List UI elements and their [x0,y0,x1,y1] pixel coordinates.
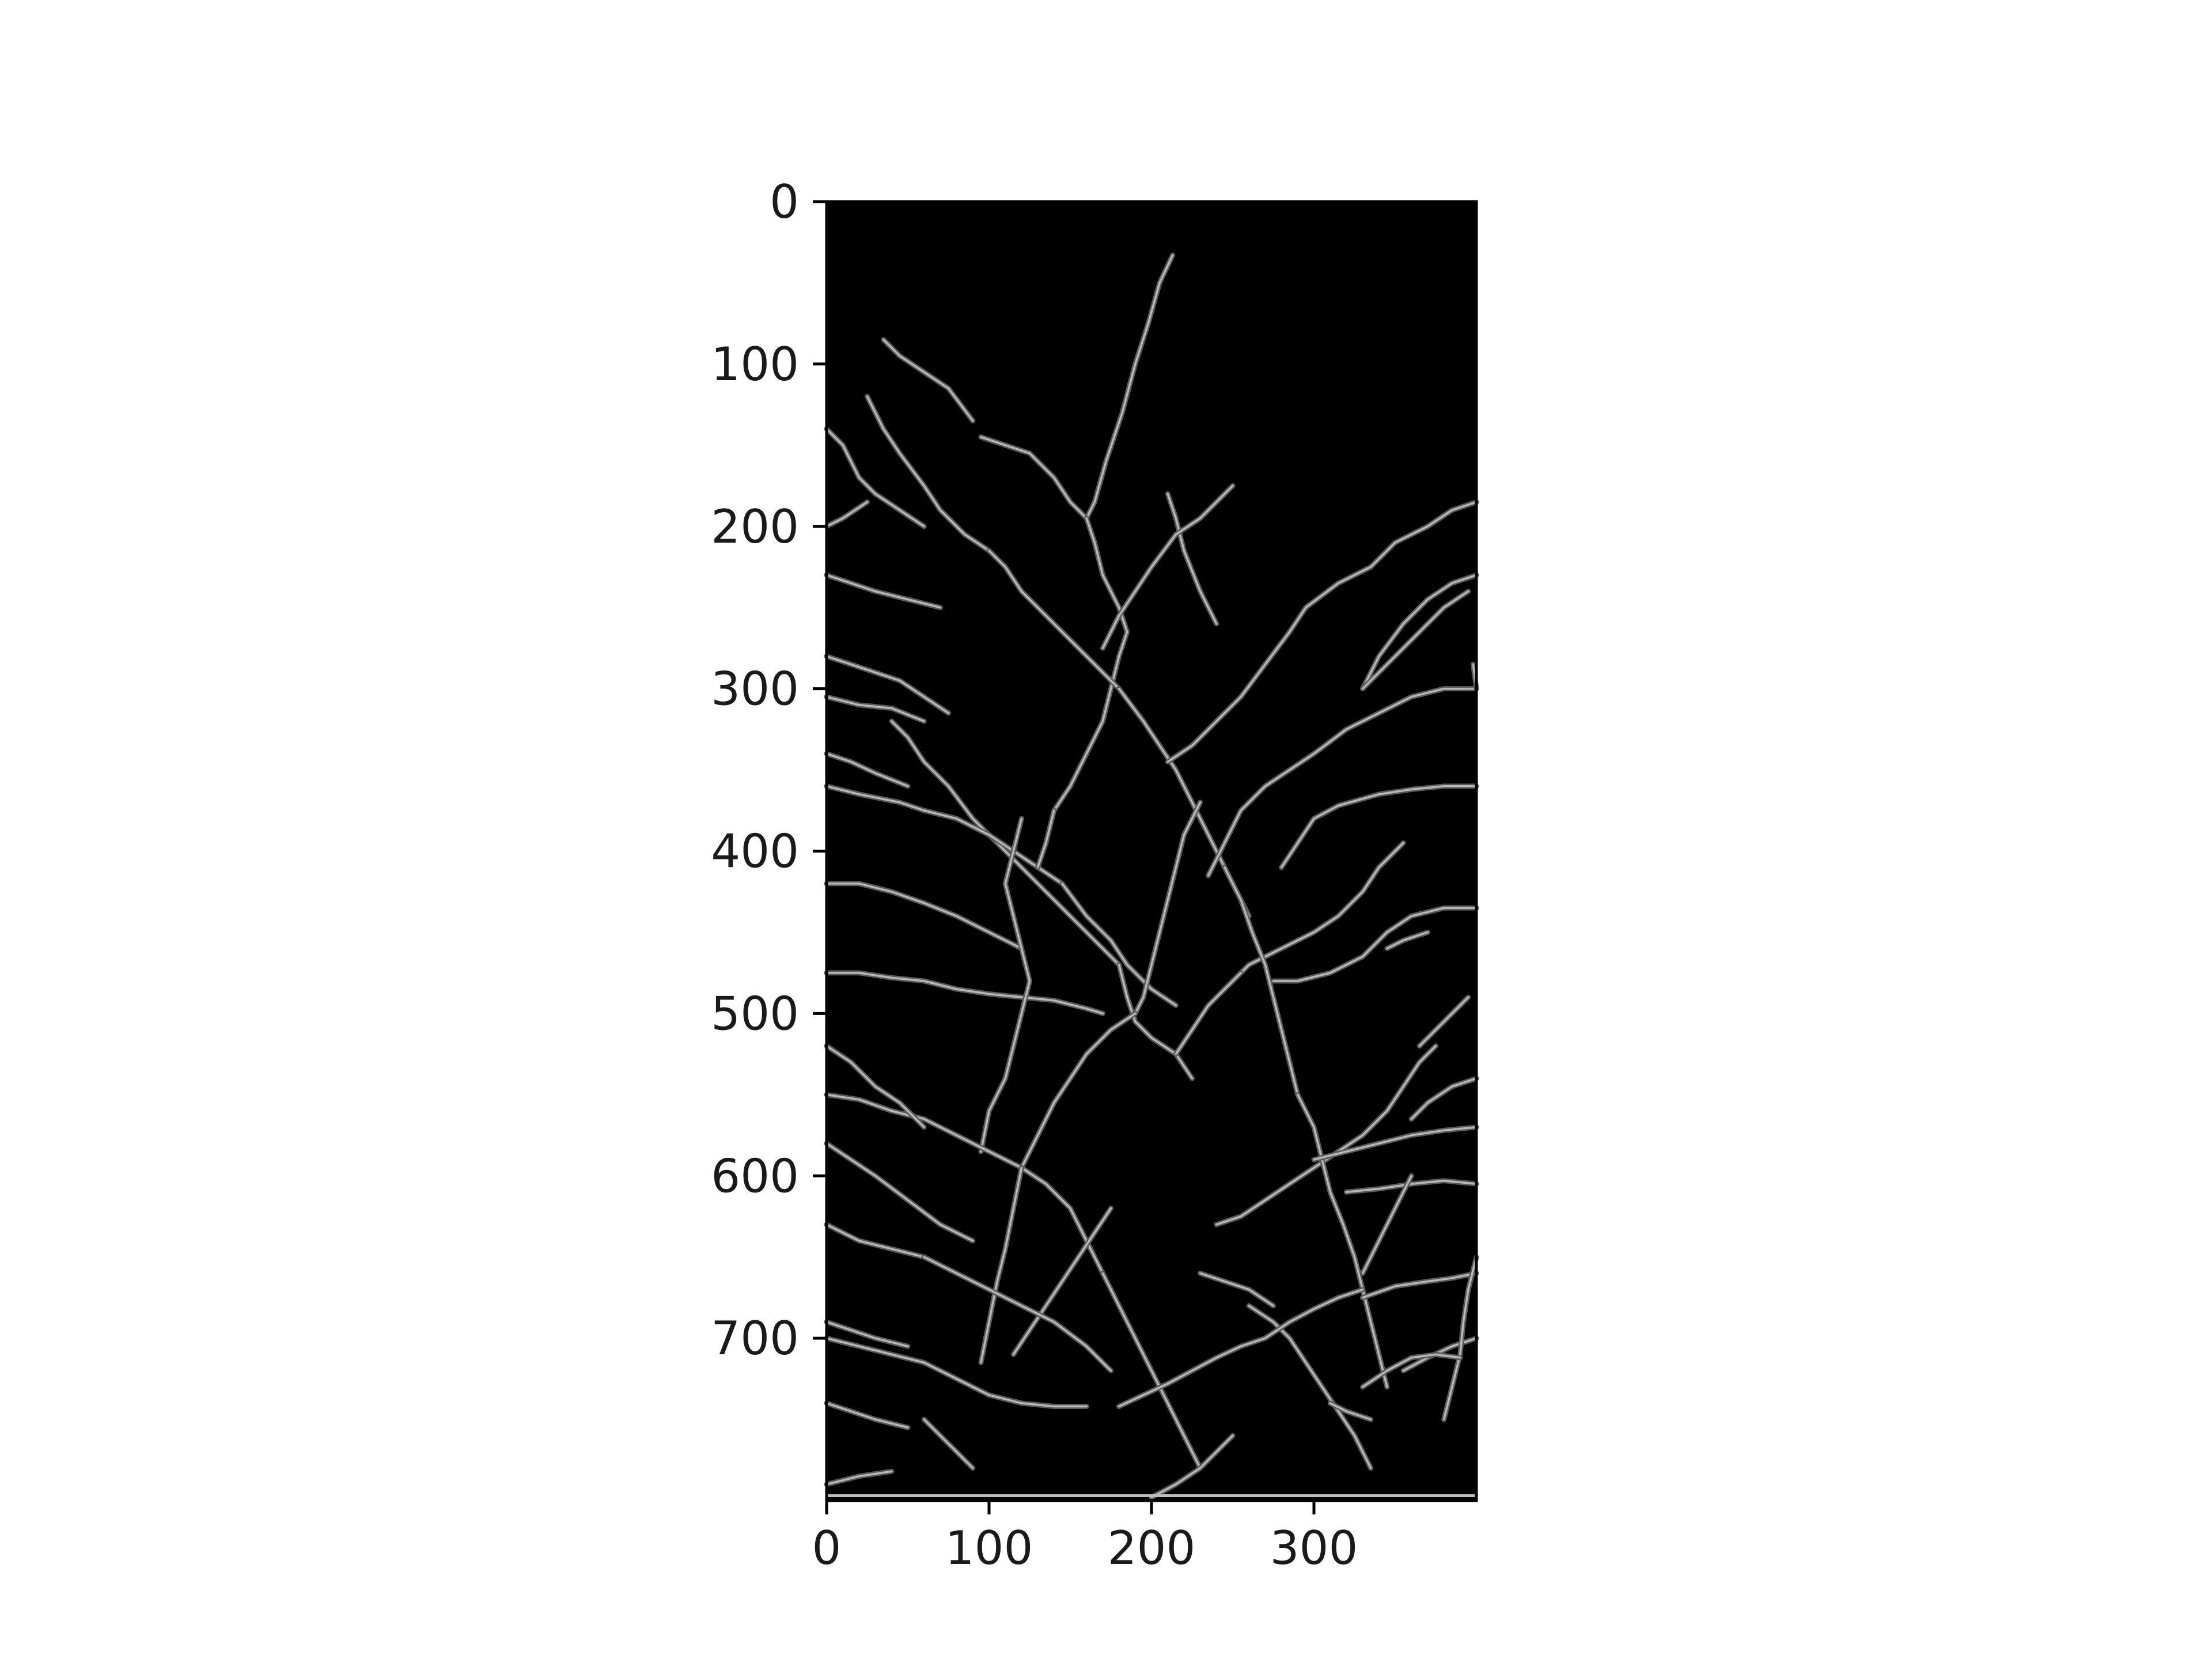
edge-line [825,1142,974,1242]
edge-line [980,817,1031,1153]
edge-line [1418,996,1469,1047]
edge-line [1280,785,1478,869]
edge-line [1199,1272,1275,1307]
edge-line [1166,493,1218,625]
edge-line [825,427,925,528]
edge-line [825,1093,1104,1275]
edge-line [1101,484,1234,649]
edge-line [825,1470,893,1486]
edge-line [825,501,869,528]
edge-line [1345,1179,1478,1194]
edge-line [1150,1434,1234,1499]
edge-line [1101,1272,1202,1469]
x-tick-label: 100 [945,1521,1033,1575]
edge-line [1224,842,1404,990]
edge-line [1402,1337,1478,1372]
edge-lines [824,252,1479,1500]
edge-line [1361,1175,1412,1275]
edge-line [1297,1093,1388,1388]
edge-line [1085,254,1174,520]
edge-line [825,1402,909,1429]
edge-line [825,1045,925,1128]
edge-line [980,435,1088,520]
y-tick-label: 400 [711,825,799,878]
edge-line [1118,1288,1364,1408]
edge-line [825,655,950,714]
edge-line [1175,972,1242,1055]
edge-line [1118,964,1194,1080]
image-plot-area [824,200,1479,1502]
edge-line [1134,801,1202,1015]
y-axis: 0 100 200 300 400 500 600 700 [711,175,827,1365]
x-tick-label: 200 [1108,1521,1196,1575]
edge-line [1224,866,1299,1096]
edge-line [825,695,925,722]
edge-line [1166,501,1478,763]
edge-line [825,574,942,609]
x-axis: 0 100 200 300 [812,1501,1358,1575]
edge-line [923,1418,974,1469]
edge-line [1442,1256,1478,1421]
edge-line [1361,1353,1461,1388]
edge-line [988,550,1120,690]
edge-line [1313,1126,1478,1161]
edge-line [1361,1272,1478,1299]
edge-line [866,395,990,552]
edge-line [1036,809,1055,869]
edge-line [1012,1207,1112,1356]
edge-line [1020,1012,1137,1169]
edge-line [825,1337,1088,1408]
edge-map-image [827,202,1476,1501]
y-tick-label: 700 [711,1312,799,1365]
edge-line [1272,907,1478,982]
edge-line [825,1321,909,1347]
x-tick-label: 300 [1270,1521,1358,1575]
edge-line [1386,931,1429,950]
edge-line [825,972,1104,1015]
edge-line [825,752,909,787]
edge-line [1361,574,1478,690]
edge-line [923,1256,1112,1372]
edge-line [980,1166,1023,1364]
x-tick-label: 0 [812,1521,842,1575]
edge-line [1248,1305,1372,1469]
edge-line [1053,517,1128,812]
edge-line [1361,590,1469,690]
edge-line [825,882,1023,950]
edge-line [1207,687,1478,877]
y-tick-label: 0 [770,175,799,229]
y-tick-label: 200 [711,500,799,554]
edge-line [825,1224,925,1258]
edge-line [1410,1077,1478,1120]
y-tick-label: 300 [711,662,799,716]
edge-line [1329,1402,1372,1421]
edge-line [825,785,1063,885]
y-tick-label: 600 [711,1149,799,1203]
edge-line [1061,882,1177,1007]
y-tick-label: 500 [711,987,799,1040]
y-tick-label: 100 [711,338,799,391]
edge-line [882,338,974,422]
